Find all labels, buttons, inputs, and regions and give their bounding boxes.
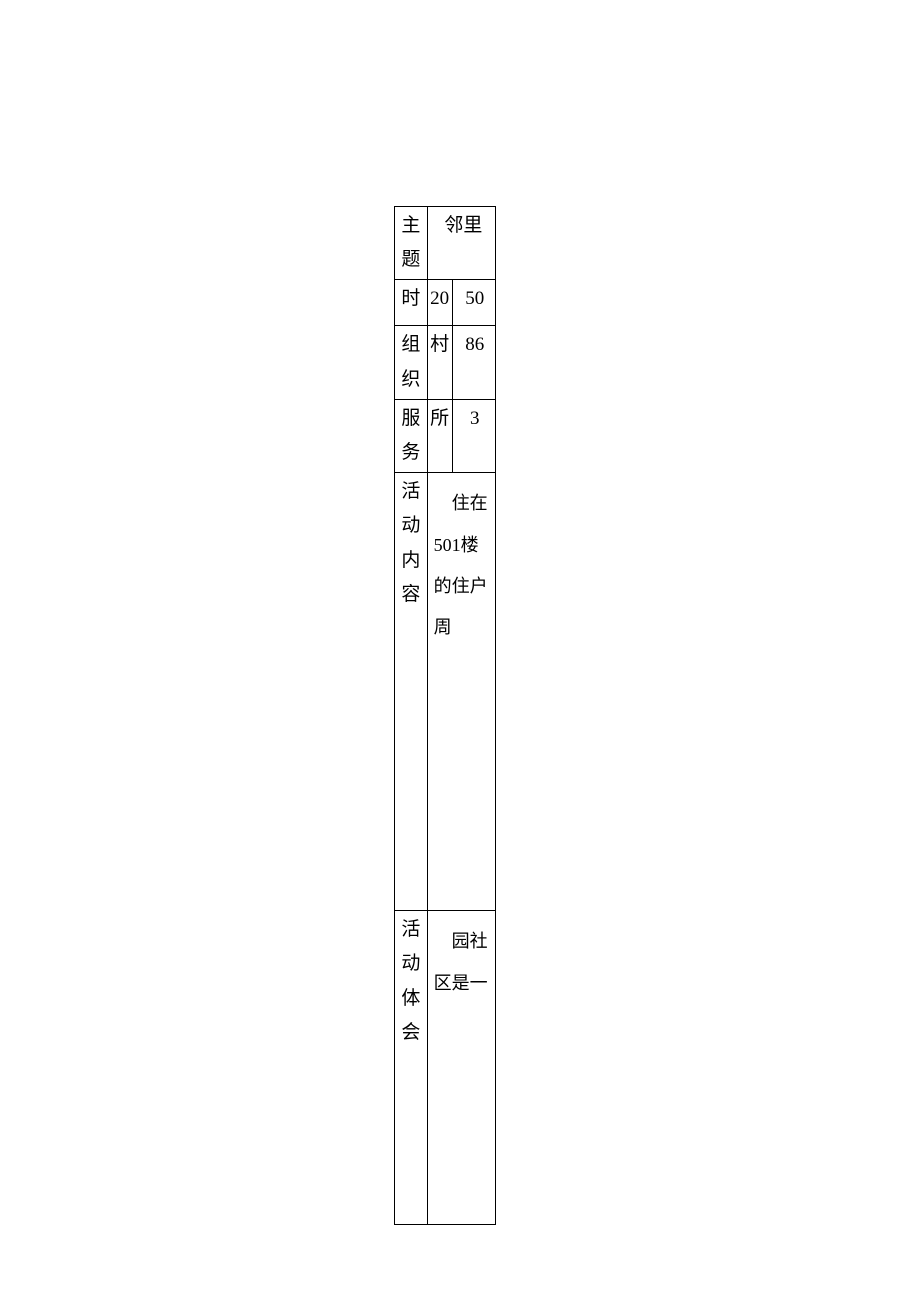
value-cell-activity-experience: 园社区是一	[427, 911, 495, 1225]
table-row: 活动体会 园社区是一	[395, 911, 496, 1225]
value-cell-activity-content: 住在501楼的住户周	[427, 473, 495, 911]
document-table: 主题 邻里 时 20 50 组织 村 86 服务 所 3 活动内容 住在501楼…	[394, 206, 496, 1225]
label-cell-time: 时	[395, 280, 428, 326]
value-cell-service-mid: 所	[427, 399, 452, 472]
table-row: 主题 邻里	[395, 207, 496, 280]
value-cell-org-right: 86	[452, 326, 495, 399]
label-cell-theme: 主题	[395, 207, 428, 280]
table-row: 服务 所 3	[395, 399, 496, 472]
label-cell-activity-experience: 活动体会	[395, 911, 428, 1225]
table-row: 活动内容 住在501楼的住户周	[395, 473, 496, 911]
label-cell-activity-content: 活动内容	[395, 473, 428, 911]
value-cell-service-right: 3	[452, 399, 495, 472]
table-row: 时 20 50	[395, 280, 496, 326]
info-table: 主题 邻里 时 20 50 组织 村 86 服务 所 3 活动内容 住在501楼…	[394, 206, 496, 1225]
table-row: 组织 村 86	[395, 326, 496, 399]
value-cell-org-mid: 村	[427, 326, 452, 399]
value-cell-theme: 邻里	[427, 207, 495, 280]
label-cell-service: 服务	[395, 399, 428, 472]
label-cell-org: 组织	[395, 326, 428, 399]
value-cell-time-right: 50	[452, 280, 495, 326]
value-cell-time-mid: 20	[427, 280, 452, 326]
